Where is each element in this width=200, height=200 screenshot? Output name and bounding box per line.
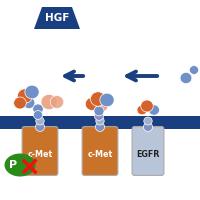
Text: P: P bbox=[9, 160, 17, 170]
Bar bbox=[0, 116, 200, 129]
Ellipse shape bbox=[149, 105, 159, 115]
Polygon shape bbox=[34, 7, 80, 29]
Ellipse shape bbox=[180, 72, 192, 84]
Ellipse shape bbox=[137, 105, 147, 115]
Ellipse shape bbox=[94, 112, 104, 120]
Text: HGF: HGF bbox=[45, 13, 69, 23]
Text: c-Met: c-Met bbox=[87, 150, 113, 159]
Text: EGFR: EGFR bbox=[136, 150, 160, 159]
Ellipse shape bbox=[96, 117, 104, 125]
Ellipse shape bbox=[144, 117, 152, 125]
Ellipse shape bbox=[50, 96, 64, 108]
Ellipse shape bbox=[33, 111, 43, 119]
Text: c-Met: c-Met bbox=[27, 150, 53, 159]
FancyBboxPatch shape bbox=[82, 127, 118, 175]
Ellipse shape bbox=[35, 123, 45, 131]
Ellipse shape bbox=[189, 66, 199, 74]
Ellipse shape bbox=[85, 98, 99, 110]
Ellipse shape bbox=[94, 106, 104, 116]
Ellipse shape bbox=[96, 100, 108, 112]
Ellipse shape bbox=[17, 89, 33, 103]
FancyBboxPatch shape bbox=[22, 127, 58, 175]
Ellipse shape bbox=[14, 97, 26, 109]
Ellipse shape bbox=[25, 85, 39, 99]
Ellipse shape bbox=[141, 100, 153, 112]
Ellipse shape bbox=[143, 123, 153, 131]
Ellipse shape bbox=[33, 104, 43, 114]
Ellipse shape bbox=[95, 123, 105, 131]
Ellipse shape bbox=[4, 154, 36, 176]
Ellipse shape bbox=[36, 117, 44, 125]
Ellipse shape bbox=[100, 93, 114, 107]
Ellipse shape bbox=[41, 94, 57, 110]
Ellipse shape bbox=[90, 92, 106, 106]
Ellipse shape bbox=[23, 97, 35, 109]
FancyBboxPatch shape bbox=[132, 127, 164, 175]
